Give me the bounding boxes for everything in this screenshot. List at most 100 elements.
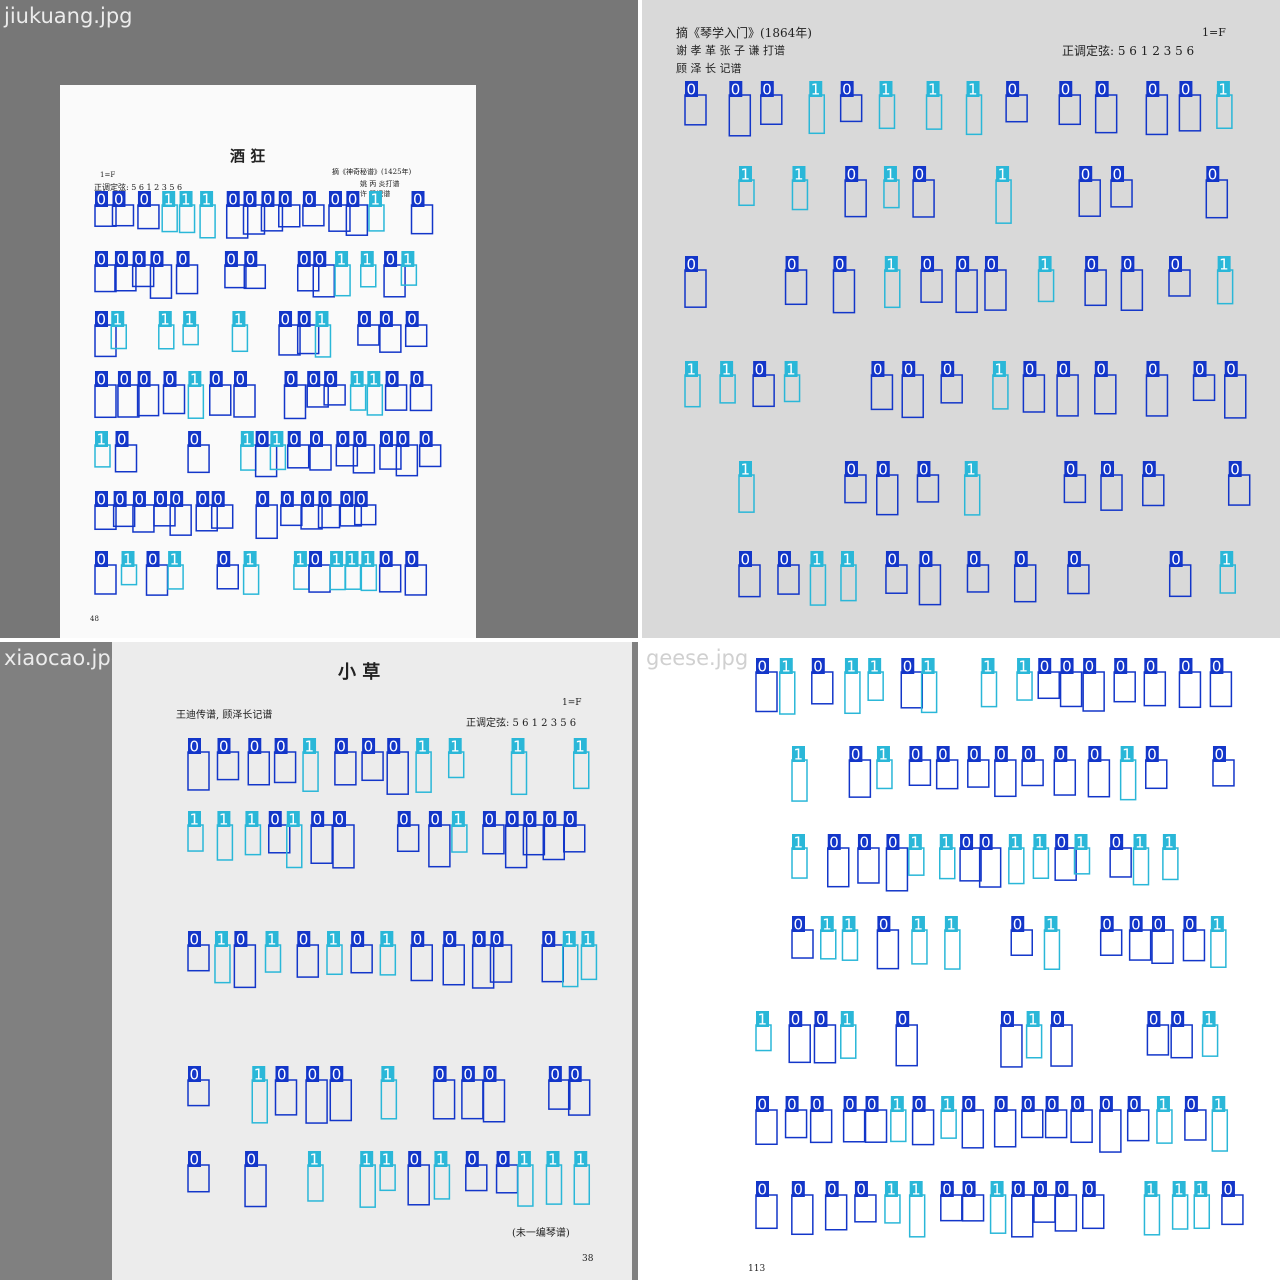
class-0-detection: 0 bbox=[255, 491, 278, 540]
svg-text:1: 1 bbox=[1222, 551, 1232, 569]
svg-text:0: 0 bbox=[565, 811, 575, 829]
class-1-detection: 1 bbox=[1143, 1181, 1161, 1236]
class-0-detection: 0 bbox=[755, 1181, 778, 1230]
class-1-detection: 1 bbox=[1132, 834, 1150, 886]
svg-text:0: 0 bbox=[964, 1181, 974, 1199]
class-0-detection: 0 bbox=[244, 1151, 267, 1208]
class-0-detection: 0 bbox=[1082, 658, 1105, 712]
class-0-detection: 0 bbox=[813, 1011, 837, 1064]
class-1-detection: 1 bbox=[251, 1066, 268, 1124]
class-1-detection: 1 bbox=[359, 1151, 376, 1208]
class-0-detection: 0 bbox=[791, 916, 814, 959]
svg-text:0: 0 bbox=[943, 361, 953, 379]
class-0-detection: 0 bbox=[1151, 916, 1174, 965]
class-0-detection: 0 bbox=[854, 1181, 877, 1223]
svg-text:0: 0 bbox=[921, 551, 931, 569]
class-1-detection: 1 bbox=[779, 658, 796, 715]
class-0-detection: 0 bbox=[684, 81, 707, 126]
class-0-detection: 0 bbox=[149, 251, 173, 299]
class-0-detection: 0 bbox=[755, 1096, 778, 1146]
svg-text:0: 0 bbox=[315, 251, 325, 269]
svg-text:0: 0 bbox=[190, 1151, 200, 1169]
class-1-detection: 1 bbox=[884, 1181, 901, 1224]
svg-text:0: 0 bbox=[334, 811, 344, 829]
class-0-detection: 0 bbox=[208, 371, 232, 416]
class-0-detection: 0 bbox=[1059, 658, 1083, 708]
svg-text:0: 0 bbox=[1129, 1096, 1139, 1114]
class-0-detection: 0 bbox=[308, 551, 331, 593]
class-0-detection: 0 bbox=[967, 746, 990, 788]
class-0-detection: 0 bbox=[482, 811, 505, 855]
svg-text:1: 1 bbox=[844, 916, 854, 934]
svg-text:1: 1 bbox=[247, 811, 257, 829]
svg-text:0: 0 bbox=[387, 371, 397, 389]
class-0-detection: 0 bbox=[1145, 746, 1168, 790]
svg-text:0: 0 bbox=[904, 361, 914, 379]
class-1-detection: 1 bbox=[1119, 746, 1137, 801]
class-0-detection: 0 bbox=[920, 256, 943, 303]
svg-text:0: 0 bbox=[923, 256, 933, 274]
class-0-detection: 0 bbox=[332, 811, 355, 869]
class-0-detection: 0 bbox=[1011, 1181, 1034, 1238]
class-0-detection: 0 bbox=[243, 251, 267, 290]
svg-text:1: 1 bbox=[382, 931, 392, 949]
svg-text:1: 1 bbox=[1214, 1096, 1224, 1114]
class-0-detection: 0 bbox=[94, 551, 117, 595]
class-0-detection: 0 bbox=[1082, 1181, 1105, 1230]
class-1-detection: 1 bbox=[965, 81, 983, 136]
class-0-detection: 0 bbox=[296, 251, 320, 292]
score-credit: 姚 丙 炎打谱 bbox=[360, 180, 400, 188]
svg-text:0: 0 bbox=[311, 551, 321, 569]
svg-text:0: 0 bbox=[155, 491, 165, 509]
svg-text:0: 0 bbox=[1024, 746, 1034, 764]
svg-text:0: 0 bbox=[211, 371, 221, 389]
class-0-detection: 0 bbox=[1000, 1011, 1023, 1068]
svg-text:1: 1 bbox=[583, 931, 593, 949]
class-1-detection: 1 bbox=[360, 251, 377, 288]
class-0-detection: 0 bbox=[1067, 551, 1090, 595]
class-0-detection: 0 bbox=[278, 311, 301, 356]
svg-text:1: 1 bbox=[362, 1151, 372, 1169]
svg-text:1: 1 bbox=[245, 551, 255, 569]
class-0-detection: 0 bbox=[350, 931, 373, 974]
class-0-detection: 0 bbox=[541, 931, 564, 983]
class-0-detection: 0 bbox=[901, 361, 924, 419]
class-0-detection: 0 bbox=[548, 1066, 571, 1110]
filename-label: xiaocao.jpg bbox=[4, 646, 125, 670]
svg-text:0: 0 bbox=[381, 551, 391, 569]
class-0-detection: 0 bbox=[461, 1066, 484, 1120]
class-0-detection: 0 bbox=[335, 431, 359, 467]
class-1-detection: 1 bbox=[329, 551, 346, 591]
class-0-detection: 0 bbox=[153, 491, 176, 527]
class-1-detection: 1 bbox=[517, 1151, 534, 1207]
class-0-detection: 0 bbox=[117, 371, 140, 418]
class-0-detection: 0 bbox=[409, 371, 433, 412]
svg-text:1: 1 bbox=[928, 81, 938, 99]
class-1-detection: 1 bbox=[890, 1096, 907, 1143]
score-credit: 谢 孝 革 张 子 谦 打谱 bbox=[676, 44, 785, 57]
class-0-detection: 0 bbox=[187, 738, 210, 791]
class-0-detection: 0 bbox=[278, 191, 301, 228]
class-1-detection: 1 bbox=[1216, 81, 1233, 130]
svg-text:1: 1 bbox=[687, 361, 697, 379]
svg-text:0: 0 bbox=[213, 491, 223, 509]
svg-text:0: 0 bbox=[1090, 746, 1100, 764]
svg-text:0: 0 bbox=[1148, 81, 1158, 99]
svg-text:0: 0 bbox=[165, 371, 175, 389]
svg-text:0: 0 bbox=[915, 166, 925, 184]
class-1-detection: 1 bbox=[1043, 916, 1061, 970]
class-1-detection: 1 bbox=[216, 811, 234, 861]
class-0-detection: 0 bbox=[811, 658, 834, 705]
svg-text:1: 1 bbox=[794, 166, 804, 184]
class-1-detection: 1 bbox=[989, 1181, 1007, 1234]
class-0-detection: 0 bbox=[286, 431, 310, 469]
class-0-detection: 0 bbox=[114, 431, 138, 473]
svg-text:0: 0 bbox=[507, 811, 517, 829]
svg-text:1: 1 bbox=[870, 658, 880, 676]
class-0-detection: 0 bbox=[1145, 361, 1169, 417]
class-1-detection: 1 bbox=[302, 738, 319, 792]
class-0-detection: 0 bbox=[1120, 256, 1144, 311]
class-0-detection: 0 bbox=[224, 251, 247, 289]
class-0-detection: 0 bbox=[112, 491, 136, 528]
class-0-detection: 0 bbox=[809, 1096, 833, 1144]
